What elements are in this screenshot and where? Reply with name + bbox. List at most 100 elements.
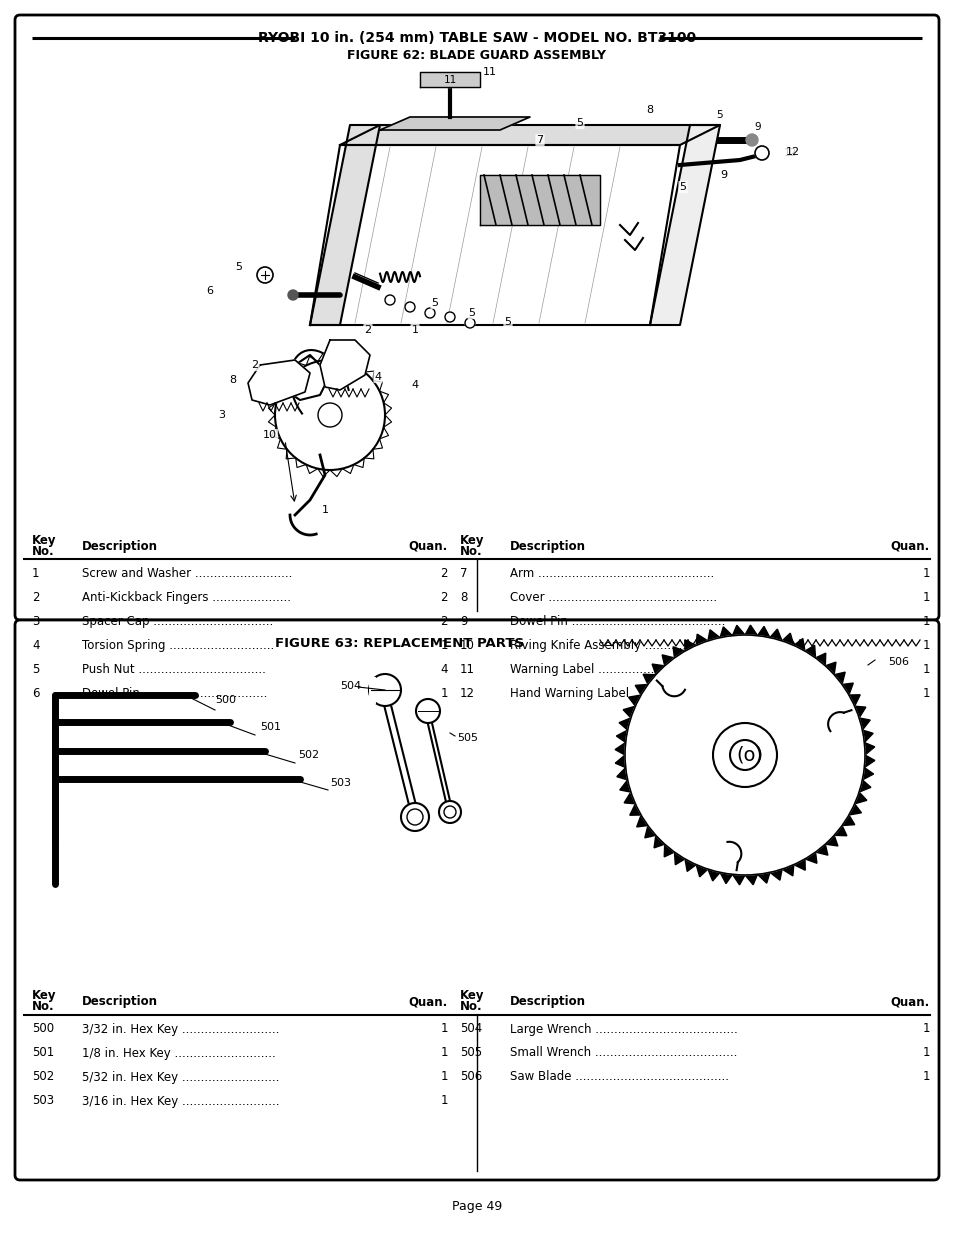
Text: 1: 1 (32, 567, 39, 579)
Text: 3: 3 (32, 615, 39, 627)
Text: 503: 503 (330, 778, 351, 788)
Text: 7: 7 (459, 567, 467, 579)
Text: 5: 5 (32, 662, 39, 676)
Text: 5: 5 (504, 317, 511, 327)
Circle shape (745, 135, 758, 146)
Circle shape (288, 290, 297, 300)
Polygon shape (841, 683, 852, 695)
Text: 4: 4 (411, 380, 418, 390)
Polygon shape (769, 629, 781, 641)
Polygon shape (744, 874, 757, 884)
Text: 2: 2 (440, 615, 448, 627)
Circle shape (369, 674, 400, 706)
Text: 1: 1 (440, 687, 448, 699)
Polygon shape (663, 845, 674, 857)
Polygon shape (696, 634, 707, 646)
Text: 8: 8 (459, 590, 467, 604)
Polygon shape (310, 144, 679, 325)
Polygon shape (636, 815, 647, 827)
Polygon shape (479, 175, 599, 225)
Text: 5: 5 (679, 182, 686, 191)
Text: Riving Knife Assembly .............................: Riving Knife Assembly ..................… (510, 638, 753, 652)
Polygon shape (339, 125, 720, 144)
Polygon shape (280, 354, 330, 400)
Text: 1: 1 (922, 662, 929, 676)
Polygon shape (833, 672, 844, 684)
Text: Quan.: Quan. (408, 540, 448, 552)
Polygon shape (707, 630, 720, 641)
Polygon shape (310, 125, 379, 325)
Text: 1: 1 (922, 687, 929, 699)
Text: 1: 1 (440, 1094, 448, 1108)
Text: 2: 2 (252, 359, 258, 370)
Text: 6: 6 (32, 687, 39, 699)
Text: 7: 7 (536, 135, 543, 144)
Text: 4: 4 (374, 372, 381, 382)
Polygon shape (652, 664, 664, 674)
Text: Key: Key (32, 534, 56, 547)
Text: Large Wrench ......................................: Large Wrench ...........................… (510, 1023, 737, 1035)
Polygon shape (793, 858, 804, 871)
Text: 4: 4 (32, 638, 39, 652)
Polygon shape (732, 874, 744, 885)
Text: 1: 1 (440, 1071, 448, 1083)
Polygon shape (854, 792, 866, 804)
Polygon shape (615, 755, 625, 767)
Polygon shape (248, 359, 310, 405)
Text: (o): (o) (736, 746, 762, 764)
Polygon shape (707, 869, 720, 881)
Polygon shape (629, 804, 640, 815)
Text: Quan.: Quan. (890, 540, 929, 552)
Text: No.: No. (32, 545, 54, 557)
Text: 9: 9 (720, 170, 727, 180)
Polygon shape (804, 645, 815, 658)
Text: 11: 11 (482, 67, 497, 77)
Text: 502: 502 (32, 1071, 54, 1083)
Polygon shape (732, 625, 744, 636)
Text: 500: 500 (32, 1023, 54, 1035)
Text: Dowel Pin .........................................: Dowel Pin ..............................… (510, 615, 724, 627)
Polygon shape (623, 792, 635, 804)
Polygon shape (824, 662, 835, 674)
Text: 502: 502 (297, 750, 319, 760)
Text: Description: Description (82, 540, 158, 552)
Text: Arm ...............................................: Arm ....................................… (510, 567, 714, 579)
Circle shape (444, 312, 455, 322)
Text: 11: 11 (443, 75, 456, 85)
Text: Anti-Kickback Fingers .....................: Anti-Kickback Fingers ..................… (82, 590, 291, 604)
Polygon shape (862, 730, 872, 742)
Polygon shape (617, 767, 627, 781)
Text: No.: No. (459, 545, 482, 557)
Circle shape (729, 740, 760, 769)
Text: 501: 501 (260, 722, 281, 732)
Text: 3/32 in. Hex Key ..........................: 3/32 in. Hex Key .......................… (82, 1023, 279, 1035)
Text: 2: 2 (440, 567, 448, 579)
Polygon shape (720, 627, 732, 637)
Text: 504: 504 (339, 680, 361, 692)
Text: RYOBI 10 in. (254 mm) TABLE SAW - MODEL NO. BT3100: RYOBI 10 in. (254 mm) TABLE SAW - MODEL … (257, 31, 696, 44)
Polygon shape (382, 689, 416, 820)
Polygon shape (859, 781, 870, 792)
Text: 1/8 in. Hex Key ...........................: 1/8 in. Hex Key ........................… (82, 1046, 275, 1060)
Polygon shape (824, 835, 837, 846)
Polygon shape (804, 852, 816, 863)
Text: 1: 1 (922, 567, 929, 579)
Text: Description: Description (510, 995, 585, 1009)
Text: 4: 4 (440, 662, 448, 676)
Text: 5/32 in. Hex Key ..........................: 5/32 in. Hex Key .......................… (82, 1071, 279, 1083)
Text: 5: 5 (716, 110, 722, 120)
Text: 9: 9 (459, 615, 467, 627)
Polygon shape (419, 72, 479, 86)
Text: 1: 1 (922, 1023, 929, 1035)
Polygon shape (815, 653, 825, 666)
Text: Quan.: Quan. (890, 995, 929, 1009)
Text: No.: No. (32, 1000, 54, 1014)
Text: FIGURE 62: BLADE GUARD ASSEMBLY: FIGURE 62: BLADE GUARD ASSEMBLY (347, 48, 606, 62)
Polygon shape (793, 638, 804, 651)
Text: 10: 10 (459, 638, 475, 652)
Polygon shape (684, 858, 696, 872)
Text: 1: 1 (440, 1023, 448, 1035)
Polygon shape (781, 634, 793, 646)
Polygon shape (619, 781, 630, 792)
Text: 503: 503 (32, 1094, 54, 1108)
